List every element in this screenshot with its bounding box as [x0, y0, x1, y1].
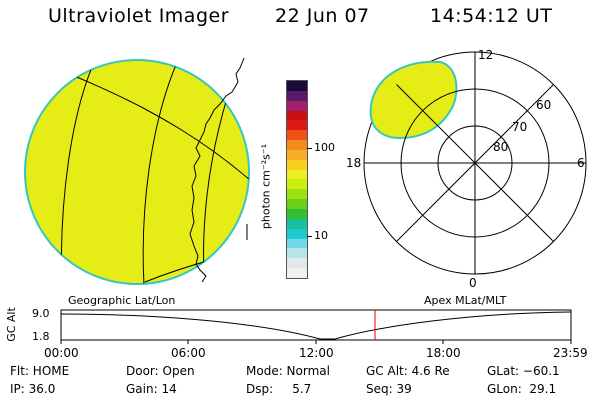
x-tick-label: 18:00 — [426, 346, 461, 360]
gc-alt-curve — [60, 311, 572, 340]
colorbar-swatch — [287, 258, 307, 269]
status-mode: Mode: Normal — [246, 364, 330, 378]
x-tick-label: 06:00 — [171, 346, 206, 360]
colorbar-swatch — [287, 179, 307, 190]
colorbar-swatch — [287, 268, 307, 278]
polar-plot — [363, 51, 587, 275]
coastline — [189, 57, 245, 283]
colorbar-swatch — [287, 81, 307, 91]
aurora-blob — [369, 60, 458, 140]
colorbar-swatch — [287, 100, 307, 111]
colorbar-swatch — [287, 228, 307, 239]
gc-alt-ylabel: GC Alt — [4, 307, 18, 342]
mlt-line-diag — [396, 84, 554, 242]
status-flt: Flt: HOME — [10, 364, 70, 378]
colorbar-swatch — [287, 130, 307, 141]
status-dsp: Dsp: 5.7 — [246, 382, 312, 396]
lat-label-60: 60 — [536, 98, 552, 112]
left-panel-caption: Geographic Lat/Lon — [68, 294, 176, 307]
time-label: 14:54:12 UT — [430, 5, 553, 27]
colorbar-swatch — [287, 110, 307, 121]
colorbar-swatch — [287, 140, 307, 150]
x-tick-label: 12:00 — [299, 346, 334, 360]
uv-image-disk — [24, 59, 250, 285]
colorbar-tick — [307, 148, 312, 149]
status-gain: Gain: 14 — [126, 382, 177, 396]
colorbar-swatch — [287, 159, 307, 170]
colorbar-swatch — [287, 169, 307, 180]
colorbar-tick-100: 100 — [314, 141, 335, 154]
colorbar-swatch — [287, 199, 307, 209]
date-label: 22 Jun 07 — [275, 5, 370, 27]
status-gc-alt: GC Alt: 4.6 Re — [366, 364, 450, 378]
colorbar-swatch — [287, 120, 307, 131]
colorbar-unit-label: photon cm⁻²s⁻¹ — [259, 143, 273, 230]
gc-alt-ymax: 9.0 — [32, 307, 50, 320]
mlt-label-18: 18 — [346, 156, 362, 170]
gc-alt-ymin: 1.8 — [32, 330, 50, 343]
colorbar-tick-10: 10 — [314, 229, 328, 242]
app-title: Ultraviolet Imager — [48, 5, 230, 27]
colorbar-swatch — [287, 189, 307, 200]
status-glon: GLon: 29.1 — [487, 382, 557, 396]
status-seq: Seq: 39 — [366, 382, 412, 396]
colorbar-tick — [307, 236, 312, 237]
status-door: Door: Open — [126, 364, 195, 378]
lat-label-80: 80 — [493, 140, 509, 154]
status-ip: IP: 36.0 — [10, 382, 56, 396]
colorbar-swatch — [287, 218, 307, 229]
mlt-label-6: 6 — [577, 156, 585, 170]
colorbar-swatch — [287, 208, 307, 219]
colorbar-swatch — [287, 248, 307, 259]
mlt-label-12: 12 — [478, 48, 494, 62]
colorbar-swatch — [287, 238, 307, 249]
colorbar-swatch — [287, 149, 307, 160]
mlt-label-0: 0 — [469, 276, 477, 290]
right-panel-caption: Apex MLat/MLT — [424, 294, 507, 307]
gc-alt-plot — [60, 309, 572, 344]
colorbar — [286, 80, 308, 279]
colorbar-swatch — [287, 90, 307, 101]
meridian-line — [142, 60, 179, 284]
x-tick-label: 23:59 — [553, 346, 588, 360]
status-glat: GLat: −60.1 — [487, 364, 560, 378]
gc-plot-frame — [60, 309, 572, 341]
x-tick-label: 00:00 — [44, 346, 79, 360]
lat-label-70: 70 — [512, 120, 528, 134]
